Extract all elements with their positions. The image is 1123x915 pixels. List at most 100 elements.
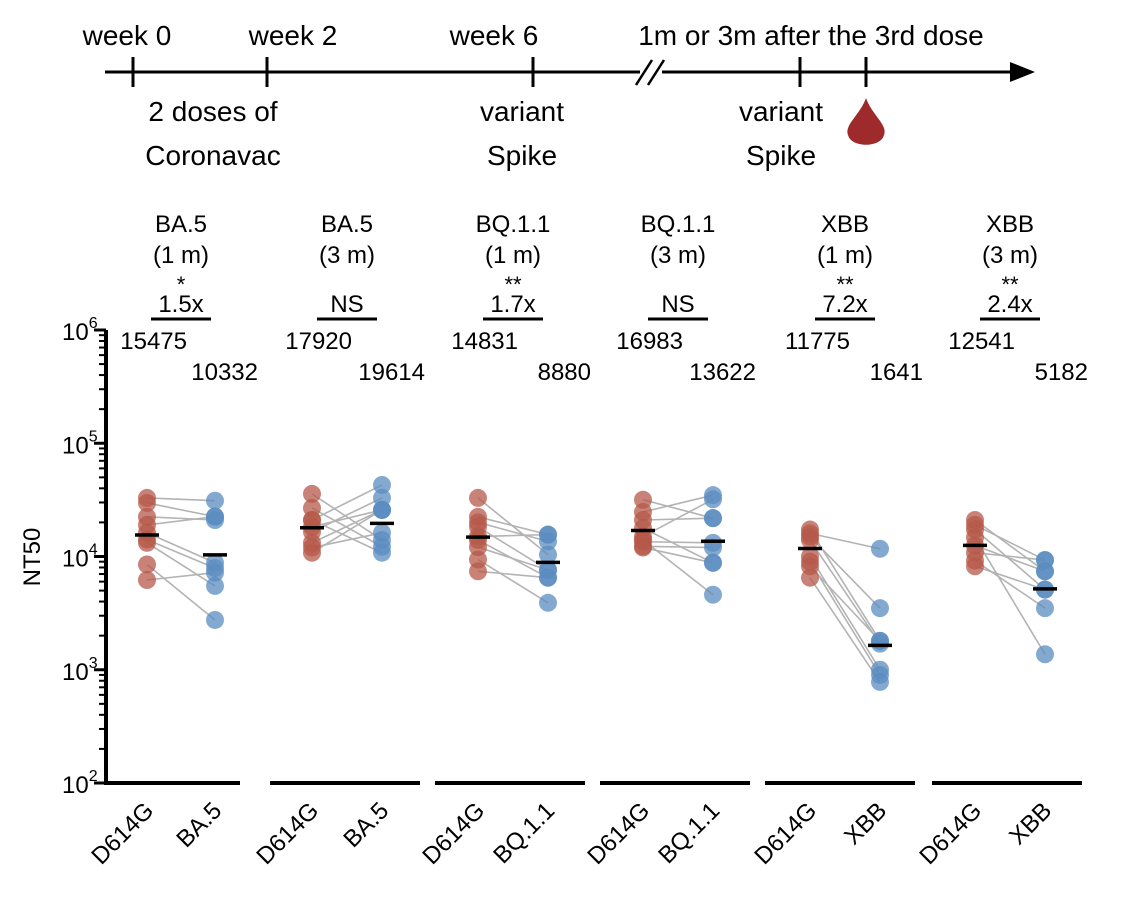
group-timepoint: (1 m)	[485, 242, 541, 269]
axis-break-icon	[646, 59, 666, 86]
d614g-point	[303, 511, 321, 530]
mean-label-d614g: 16983	[616, 328, 683, 355]
x-tick-label: D614G	[417, 797, 490, 870]
y-tick-base: 10	[62, 432, 89, 459]
significance-stars: **	[836, 272, 854, 297]
variant-point	[206, 491, 224, 510]
pair-line	[974, 528, 1046, 591]
group-title: XBB	[821, 211, 869, 238]
significance-stars: *	[177, 272, 186, 297]
pair-line	[642, 539, 714, 596]
group-title: BA.5	[321, 211, 373, 238]
variant-point	[206, 507, 224, 526]
timeline-event: 2 doses of	[148, 96, 277, 127]
x-tick-label: D614G	[86, 797, 159, 870]
pair-line	[311, 509, 383, 554]
y-tick-label: 105	[62, 428, 98, 459]
pair-line	[809, 577, 881, 683]
x-tick-label: XBB	[1004, 797, 1057, 850]
d614g-point	[634, 530, 652, 549]
variant-point	[539, 545, 557, 564]
variant-point	[373, 500, 391, 519]
pair-line	[642, 494, 714, 513]
timeline: week 0 week 2 week 6 1m or 3m after the …	[82, 20, 1035, 171]
x-tick-label: BA.5	[338, 797, 394, 853]
group-title: BQ.1.1	[641, 211, 716, 238]
mean-label-d614g: 17920	[285, 328, 352, 355]
variant-point	[704, 553, 722, 572]
variant-point	[206, 610, 224, 629]
pair-line	[146, 542, 216, 587]
x-tick-label: D614G	[251, 797, 324, 870]
arrowhead-icon	[1010, 62, 1035, 82]
y-axis-label: NT50	[19, 528, 46, 587]
pair-line	[809, 556, 881, 671]
timeline-label: week 2	[248, 20, 338, 51]
group-timepoint: (1 m)	[153, 242, 209, 269]
pair-line	[477, 546, 549, 571]
group-xbb-6: XBB (3 m) **2.4x 12541 5182 D614G XBB	[914, 211, 1088, 870]
pair-line	[642, 546, 714, 564]
pair-line	[477, 570, 549, 579]
d614g-point	[469, 538, 487, 557]
d614g-point	[469, 488, 487, 507]
pair-line	[974, 519, 1046, 572]
variant-point	[373, 543, 391, 562]
x-tick-label: BQ.1.1	[653, 797, 725, 869]
pair-line	[146, 502, 216, 518]
variant-point	[539, 525, 557, 544]
d614g-point	[303, 543, 321, 562]
pair-line	[974, 551, 1046, 561]
pair-line	[146, 515, 216, 526]
mean-label-variant: 8880	[538, 359, 591, 386]
group-title: BA.5	[155, 211, 207, 238]
d614g-point	[469, 562, 487, 581]
timeline-label: 1m or 3m after the 3rd dose	[638, 20, 984, 51]
fold-change-label: 2.4x	[987, 291, 1032, 318]
x-tick-label: BA.5	[171, 797, 227, 853]
variant-point	[539, 593, 557, 612]
fold-change-label: NS	[330, 291, 363, 318]
y-tick-label: 104	[62, 542, 98, 573]
d614g-point	[303, 484, 321, 503]
fold-change-label: 1.7x	[490, 291, 535, 318]
pair-line	[809, 565, 881, 642]
variant-point	[1036, 599, 1054, 618]
pair-line	[311, 519, 383, 554]
variant-point	[206, 576, 224, 595]
y-tick-base: 10	[62, 659, 89, 686]
y-tick-base: 10	[62, 772, 89, 799]
pair-line	[146, 497, 216, 502]
variant-point	[871, 539, 889, 558]
y-tick-label: 103	[62, 655, 98, 686]
group-timepoint: (1 m)	[817, 242, 873, 269]
pair-line	[974, 544, 1046, 573]
mean-label-variant: 1641	[870, 359, 923, 386]
fold-change-label: 7.2x	[822, 291, 867, 318]
x-tick-label: D614G	[749, 797, 822, 870]
pair-line	[809, 532, 881, 550]
pair-line	[974, 559, 1046, 609]
fold-change-label: NS	[661, 291, 694, 318]
variant-point	[1036, 645, 1054, 664]
x-tick-label: XBB	[839, 797, 892, 850]
y-tick-exponent: 3	[89, 655, 98, 672]
mean-label-d614g: 15475	[120, 328, 187, 355]
y-tick-label: 102	[62, 768, 98, 799]
variant-point	[1036, 551, 1054, 570]
d614g-point	[966, 557, 984, 576]
pair-line	[974, 565, 1046, 591]
d614g-point	[801, 568, 819, 587]
significance-stars: **	[504, 272, 522, 297]
significance-stars: **	[1001, 272, 1019, 297]
mean-label-d614g: 11775	[785, 328, 850, 355]
timeline-label: week 0	[82, 20, 172, 51]
axis-break-icon	[634, 59, 654, 86]
pair-line	[477, 521, 549, 543]
pair-line	[311, 509, 383, 544]
